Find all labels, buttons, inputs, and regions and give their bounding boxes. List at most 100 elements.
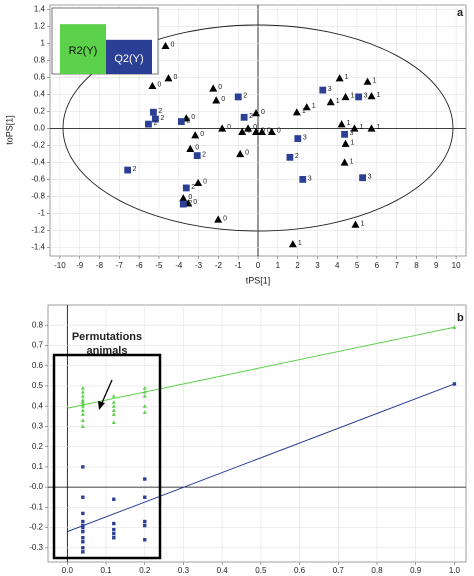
- point-label: 2: [158, 108, 162, 115]
- x-tick-label: 3: [315, 261, 320, 270]
- point-label: 2: [249, 113, 253, 120]
- y-tick-label: 0.4: [32, 401, 44, 410]
- point: [143, 523, 147, 528]
- y-tick-label: 0.0: [34, 123, 46, 132]
- x-tick-label: 10: [452, 261, 461, 270]
- x-tick-label: 0.9: [410, 566, 422, 575]
- y-tick-label: 0.6: [34, 72, 46, 81]
- point: [179, 194, 188, 202]
- point-label: 1: [360, 220, 364, 227]
- x-tick-label: 0.6: [294, 566, 306, 575]
- y-tick-label: 1.2: [34, 21, 46, 30]
- fit-line: [67, 326, 455, 409]
- point-label: 0: [191, 114, 195, 121]
- x-tick-label: 9: [434, 261, 439, 270]
- x-tick-label: -3: [195, 261, 203, 270]
- x-tick-label: 0.2: [139, 566, 151, 575]
- x-tick-label: -1: [235, 261, 243, 270]
- bar: [106, 39, 152, 74]
- x-tick-label: -4: [175, 261, 183, 270]
- point-label: 0: [227, 124, 231, 131]
- point-label: 0: [218, 84, 222, 91]
- point-label: 2: [133, 166, 137, 173]
- point-label: 3: [350, 130, 354, 137]
- point-label: 0: [193, 199, 197, 206]
- point: [112, 521, 116, 526]
- point: [142, 390, 147, 394]
- point: [367, 124, 376, 132]
- point: [294, 135, 302, 142]
- point: [341, 130, 348, 138]
- point: [80, 408, 85, 412]
- annotation-arrow: [100, 379, 113, 406]
- x-tick-label: -6: [136, 261, 144, 270]
- point: [111, 408, 116, 412]
- point: [302, 103, 311, 111]
- point-label: 3: [328, 86, 332, 93]
- point-label: 2: [153, 120, 157, 127]
- y-tick-label: -0.8: [31, 192, 45, 201]
- point-label: 0: [223, 215, 227, 222]
- point: [80, 400, 85, 404]
- point: [359, 174, 366, 182]
- point-label: 0: [253, 124, 257, 131]
- x-tick-label: -5: [155, 261, 163, 270]
- x-tick-label: 0.5: [255, 566, 267, 575]
- x-tick-label: 0.0: [62, 566, 74, 575]
- point: [234, 93, 242, 101]
- point: [143, 538, 147, 542]
- point-label: 1: [345, 74, 349, 81]
- point: [124, 166, 132, 174]
- y-tick-label: -0.0: [29, 482, 43, 491]
- point: [326, 97, 335, 106]
- x-tick-label: 0: [256, 261, 261, 270]
- point: [81, 546, 85, 550]
- point-label: 0: [261, 109, 265, 116]
- point-label: 1: [350, 158, 354, 165]
- point: [150, 108, 157, 116]
- y-tick-label: 0.2: [32, 442, 44, 451]
- point-label: 2: [188, 200, 192, 207]
- point: [286, 153, 294, 161]
- bar: [60, 24, 106, 74]
- point: [111, 394, 116, 398]
- point: [111, 420, 116, 424]
- point-label: 0: [170, 42, 174, 49]
- x-tick-label: -7: [116, 261, 124, 270]
- point: [81, 523, 85, 528]
- point: [164, 74, 173, 82]
- y-tick-label: 0.1: [32, 462, 44, 471]
- point-label: 1: [347, 120, 351, 127]
- point: [80, 418, 85, 422]
- point: [244, 124, 253, 132]
- annotation-line: animals: [87, 345, 128, 357]
- x-tick-label: 8: [414, 261, 419, 270]
- point: [151, 115, 159, 123]
- point: [355, 93, 363, 101]
- point: [193, 152, 201, 159]
- point: [319, 86, 327, 94]
- point-label: 1: [302, 108, 306, 115]
- point: [80, 404, 85, 408]
- point: [148, 81, 157, 90]
- point: [236, 149, 245, 158]
- point: [299, 176, 307, 183]
- x-tick-label: 0.1: [100, 566, 112, 575]
- point-label: 0: [200, 131, 204, 138]
- point-label: 1: [373, 77, 377, 84]
- y-tick-label: 0.7: [32, 341, 44, 350]
- point-label: 2: [243, 93, 247, 100]
- panel-label: a: [457, 7, 464, 19]
- point: [80, 402, 85, 406]
- point: [81, 536, 85, 540]
- point: [212, 96, 221, 104]
- x-tick-label: -2: [215, 261, 223, 270]
- y-tick-label: -0.4: [31, 158, 45, 167]
- point: [142, 385, 147, 390]
- point: [340, 158, 349, 166]
- point: [143, 477, 147, 481]
- point: [341, 139, 350, 147]
- point: [111, 404, 116, 408]
- point: [177, 118, 185, 125]
